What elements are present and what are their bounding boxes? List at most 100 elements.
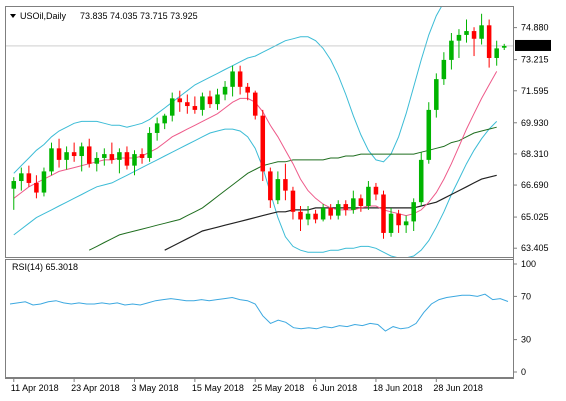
candle-body — [11, 181, 17, 189]
rsi-tick-label: 30 — [521, 335, 531, 345]
candle-body — [441, 59, 447, 80]
candle-body — [268, 171, 273, 201]
candle — [260, 109, 266, 182]
rsi-axis-ticks: 100 70 30 0 — [513, 259, 536, 377]
candle-body — [471, 31, 477, 39]
candle — [373, 182, 379, 201]
candle — [290, 186, 296, 220]
candle-body — [418, 159, 424, 203]
price-tick-label: 63.405 — [521, 243, 549, 253]
candle — [479, 13, 484, 45]
candle — [298, 206, 303, 232]
candle-body — [71, 152, 77, 157]
candle-body — [185, 102, 190, 107]
candle — [139, 148, 145, 164]
candle — [501, 43, 507, 51]
candle — [102, 148, 107, 166]
price-tick-label: 73.215 — [521, 55, 549, 65]
price-tick-label: 69.930 — [521, 118, 549, 128]
price-axis-ticks: 74.880 73.215 71.595 69.930 68.310 66.690 65.0… — [513, 23, 549, 253]
candle — [185, 94, 190, 114]
candle — [366, 181, 371, 210]
candle-body — [434, 79, 439, 110]
candle-body — [94, 157, 100, 164]
symbol-label: USOil,Daily — [20, 11, 67, 21]
candle-body — [252, 92, 258, 116]
chart-header: USOil,Daily 73.835 74.035 73.715 73.925 — [10, 11, 198, 21]
candle-body — [86, 146, 92, 164]
price-pane-frame — [5, 6, 514, 258]
candle-body — [34, 182, 39, 193]
overlay-lines — [6, 7, 513, 257]
candle-body — [320, 207, 326, 220]
candle — [434, 73, 439, 118]
candle — [343, 200, 349, 216]
candle — [313, 209, 318, 224]
current-price-label: 73.925 — [518, 41, 546, 51]
candle-body — [290, 190, 296, 212]
candle-body — [486, 25, 492, 58]
candle — [19, 167, 24, 191]
candle-body — [56, 148, 62, 160]
candle — [192, 96, 198, 114]
dropdown-triangle-icon[interactable] — [10, 14, 16, 18]
candle — [268, 167, 273, 208]
price-tick-label: 71.595 — [521, 86, 549, 96]
candle-body — [139, 154, 145, 158]
price-tick-label: 65.025 — [521, 212, 549, 222]
candle-body — [260, 115, 266, 172]
date-tick-label: 6 Jun 2018 — [313, 383, 358, 393]
price-tick-label: 74.880 — [521, 23, 549, 33]
candle — [275, 171, 281, 205]
candle-body — [343, 204, 349, 210]
candle-body — [494, 48, 499, 58]
candle-body — [298, 211, 303, 220]
candle-body — [366, 186, 371, 207]
candle-body — [79, 146, 84, 157]
candle — [358, 194, 364, 212]
candle — [328, 204, 333, 220]
candle-body — [41, 171, 47, 193]
candle-body — [373, 186, 379, 195]
rsi-line-group — [9, 293, 509, 332]
date-tick-label: 25 May 2018 — [252, 383, 304, 393]
candle — [320, 204, 326, 222]
candle — [11, 177, 17, 210]
candle-body — [396, 213, 401, 226]
candle-body — [192, 106, 198, 110]
candle — [169, 92, 175, 122]
date-tick-label: 18 Jun 2018 — [373, 383, 423, 393]
candle-body — [403, 221, 409, 226]
candle-body — [26, 173, 32, 183]
candle-body — [117, 152, 122, 160]
candle — [147, 127, 152, 162]
date-tick-label: 23 Apr 2018 — [71, 383, 120, 393]
candle — [117, 148, 122, 174]
candle-body — [501, 45, 507, 48]
candle — [177, 90, 183, 112]
ohlc-values: 73.835 74.035 73.715 73.925 — [80, 11, 198, 21]
price-tick-label: 68.310 — [521, 149, 549, 159]
rsi-title: RSI(14) 65.3018 — [12, 262, 78, 272]
current-price-box — [515, 39, 551, 51]
candle — [351, 190, 356, 214]
candle — [441, 52, 447, 85]
candle-body — [335, 204, 341, 216]
candle — [411, 198, 416, 232]
candle — [71, 142, 77, 162]
candle — [34, 175, 39, 199]
candle — [200, 92, 205, 116]
candle — [56, 138, 62, 168]
bb-lower-line — [13, 121, 498, 257]
candle-body — [245, 86, 250, 93]
candle-body — [154, 123, 160, 133]
candle-body — [200, 96, 205, 110]
candle-body — [479, 25, 484, 39]
candle-body — [222, 86, 228, 95]
candle-body — [230, 71, 235, 87]
candle — [449, 32, 454, 70]
candle — [26, 165, 32, 187]
candle — [49, 142, 54, 176]
